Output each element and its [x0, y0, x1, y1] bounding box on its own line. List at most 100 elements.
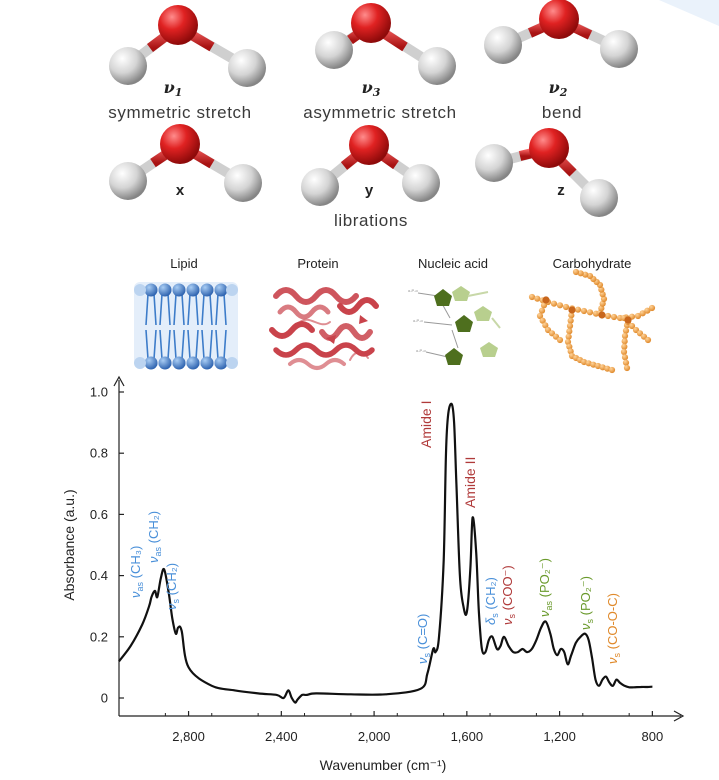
- sugar-unit: [580, 307, 588, 315]
- y-axis-arrow: [113, 375, 125, 387]
- lipid-head-top: [186, 283, 200, 297]
- corner-decoration: [659, 0, 719, 26]
- y-tick-label: 0.6: [90, 507, 108, 522]
- x-tick-label: 2,000: [358, 729, 391, 744]
- sugar-unit: [586, 309, 594, 316]
- libration-label-x: x: [176, 182, 185, 199]
- sugar-unit: [599, 291, 606, 298]
- water-vibrational-modes: ν1 ν3 ν2 symmetric stretch asymmetric st…: [108, 0, 638, 230]
- y-tick-label: 0.8: [90, 446, 108, 461]
- band-label-vs-co-o-c: νs (CO-O-C): [605, 593, 622, 664]
- protein-ribbon-icon: [269, 287, 379, 370]
- biomolecule-label-nucleic-acid: Nucleic acid: [418, 256, 488, 271]
- band-label-vs-ch2: νs (CH₂): [164, 563, 181, 610]
- lipid-head-top: [172, 283, 186, 297]
- sugar-unit: [556, 302, 564, 309]
- x-tick-label: 2,800: [172, 729, 205, 744]
- sugar-unit: [621, 338, 628, 345]
- water-molecule-v1: [109, 5, 266, 87]
- branch-point: [598, 311, 606, 319]
- sugar-unit: [540, 302, 548, 309]
- water-molecule-x: [109, 124, 262, 202]
- band-label-vs-coo: νs (COO⁻): [500, 565, 517, 625]
- x-axis-arrow: [673, 710, 685, 722]
- branch-point: [624, 316, 632, 324]
- nucleic-acid-icon: o-P-o o-P-o o-P-o: [408, 286, 501, 365]
- sugar-unit: [623, 364, 631, 372]
- band-label-vas-po2: νas (PO₂⁻): [537, 558, 554, 617]
- spectrum-line: [118, 402, 653, 704]
- sugar-unit: [534, 295, 541, 302]
- band-label-vs-po2: νs (PO₂⁻): [578, 576, 595, 630]
- sugar-unit: [604, 312, 612, 320]
- sugar-unit: [538, 307, 546, 314]
- sugar-unit: [598, 305, 605, 312]
- libration-label-z: z: [557, 182, 565, 199]
- sugar-unit: [599, 300, 606, 307]
- libration-label-y: y: [365, 182, 374, 199]
- band-label-deltas-ch2: δs (CH₂): [483, 577, 500, 625]
- svg-text:o-P-o: o-P-o: [413, 318, 424, 323]
- sugar-unit: [542, 322, 549, 329]
- sugar-unit: [566, 322, 574, 330]
- sugar-unit: [568, 312, 575, 319]
- band-label-vs-co: νs (C=O): [415, 614, 432, 664]
- sugar-unit: [621, 354, 629, 361]
- sugar-unit: [566, 328, 573, 335]
- ftir-spectrum-chart: 0 0.2 0.4 0.6 0.8 1.0 2,800 2,400 2,000 1,600 1,2…: [61, 375, 685, 773]
- sugar-unit: [610, 313, 618, 321]
- y-tick-label: 0.4: [90, 568, 108, 583]
- sugar-unit: [556, 336, 564, 344]
- sugar-unit: [550, 300, 558, 307]
- sugar-unit: [644, 336, 652, 344]
- mode-label-v2: ν2: [549, 78, 568, 99]
- y-tick-label: 0.2: [90, 629, 108, 644]
- band-label-vas-ch2: νas (CH₂): [146, 511, 163, 563]
- sugar-unit: [577, 270, 584, 277]
- lipid-head-top: [200, 283, 214, 297]
- lipid-head-top: [214, 283, 228, 297]
- lipid-head-bottom: [200, 356, 214, 370]
- y-tick-label: 0: [101, 691, 108, 706]
- sugar-unit: [648, 304, 656, 312]
- lipid-head-bottom: [158, 356, 172, 370]
- biomolecule-label-carbohydrate: Carbohydrate: [553, 256, 632, 271]
- sugar-unit: [628, 322, 636, 330]
- sugar-unit: [634, 312, 642, 320]
- sugar-unit: [622, 327, 630, 334]
- sugar-unit: [586, 272, 594, 280]
- sugar-unit: [572, 268, 580, 276]
- water-molecule-v3: [315, 3, 456, 85]
- carbohydrate-chain-icon: [528, 268, 656, 374]
- biomolecule-label-protein: Protein: [297, 256, 338, 271]
- x-axis-label: Wavenumber (cm⁻¹): [320, 757, 447, 773]
- lipid-head-top: [158, 283, 172, 297]
- branch-point: [568, 306, 576, 314]
- x-tick-label: 1,600: [451, 729, 484, 744]
- x-tick-label: 1,200: [543, 729, 576, 744]
- svg-text:o-P-o: o-P-o: [408, 288, 419, 293]
- sugar-unit: [566, 343, 573, 350]
- caption-bend: bend: [542, 103, 582, 122]
- sugar-unit: [594, 362, 602, 370]
- sugar-unit: [539, 317, 546, 324]
- sugar-unit: [600, 295, 608, 303]
- y-ticks: 0 0.2 0.4 0.6 0.8 1.0: [90, 385, 124, 706]
- water-molecule-v2: [484, 0, 638, 68]
- svg-text:o-P-o: o-P-o: [416, 348, 427, 353]
- sugar-unit: [585, 360, 592, 367]
- band-label-amide-ii: Amide II: [462, 457, 478, 508]
- sugar-unit: [599, 364, 606, 371]
- sugar-unit: [562, 303, 570, 311]
- sugar-unit: [590, 361, 597, 368]
- branch-point: [542, 296, 550, 304]
- chart-axes: [113, 375, 685, 722]
- caption-librations: librations: [334, 211, 408, 230]
- sugar-unit: [582, 271, 589, 278]
- lipid-head-top: [144, 283, 158, 297]
- sugar-unit: [621, 343, 628, 350]
- y-axis-label: Absorbance (a.u.): [61, 489, 77, 600]
- x-tick-label: 2,400: [265, 729, 298, 744]
- mode-label-v3: ν3: [362, 78, 381, 99]
